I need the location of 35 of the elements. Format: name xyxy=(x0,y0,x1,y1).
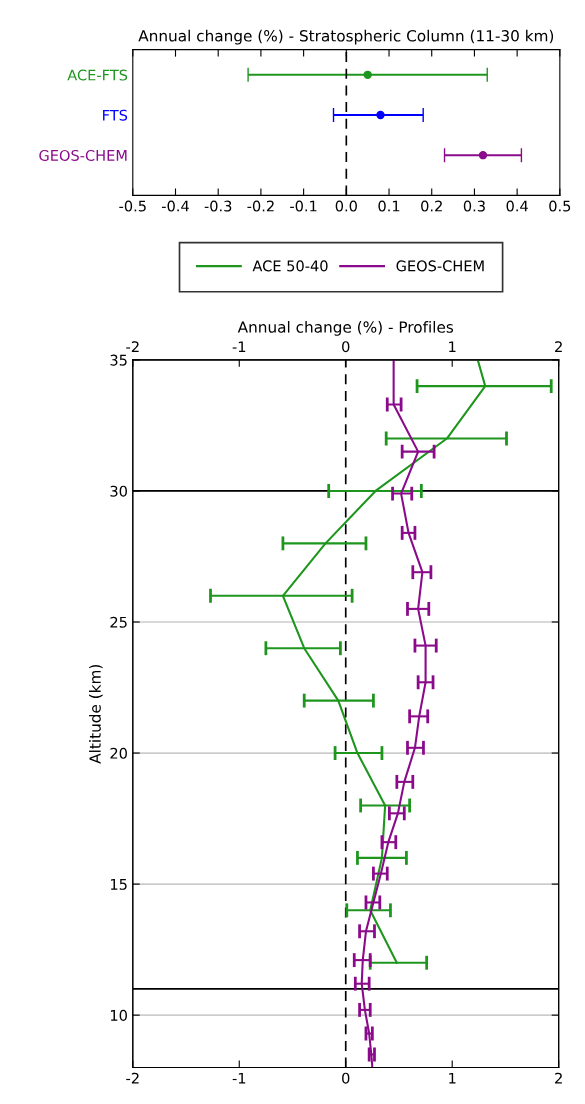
x-tick-label: -0.3 xyxy=(204,200,232,212)
x-tick-label: -0.5 xyxy=(119,200,146,212)
x2-tick-label: -2 xyxy=(126,341,139,353)
x-tick-label: 0.0 xyxy=(335,200,357,212)
x-tick-label: -2 xyxy=(126,1072,139,1084)
legend-label: ACE 50-40 xyxy=(252,260,328,272)
x-tick-label: 1 xyxy=(449,1072,456,1084)
chart-title: Annual change (%) - Profiles xyxy=(237,320,454,336)
legend-label: GEOS-CHEM xyxy=(396,260,484,272)
y-tick-label: FTS xyxy=(103,109,128,121)
x-tick-label: 0.3 xyxy=(463,200,485,212)
x-tick-label: -0.4 xyxy=(161,200,189,212)
x-tick-label: -0.2 xyxy=(247,200,274,212)
x-tick-label: 0.5 xyxy=(549,200,571,212)
x2-tick-label: 1 xyxy=(449,341,456,353)
y-axis-title: Altitude (km) xyxy=(89,664,103,764)
y-tick-label: 35 xyxy=(110,354,127,366)
x2-tick-label: -1 xyxy=(232,341,246,353)
x-tick-label: 0 xyxy=(342,1072,350,1084)
x-tick-label: 2 xyxy=(555,1072,562,1084)
x-tick-label: 0.1 xyxy=(378,200,400,212)
x-tick-label: -1 xyxy=(232,1072,246,1084)
y-tick-label: 15 xyxy=(110,879,127,890)
chart-title: Annual change (%) - Stratospheric Column (11-30 km) xyxy=(138,29,554,45)
y-tick-label: 30 xyxy=(110,485,127,497)
y-tick-label: ACE-FTS xyxy=(67,69,128,81)
x-tick-label: 0.4 xyxy=(506,200,528,212)
y-tick-label: 20 xyxy=(110,747,127,759)
y-tick-label: 25 xyxy=(110,616,127,628)
y-tick-label: 10 xyxy=(110,1009,127,1021)
x-tick-label: -0.1 xyxy=(290,200,317,212)
x2-tick-label: 0 xyxy=(342,341,350,353)
y-tick-label: GEOS-CHEM xyxy=(39,149,127,161)
x-tick-label: 0.2 xyxy=(421,200,442,212)
x2-tick-label: 2 xyxy=(555,341,562,353)
